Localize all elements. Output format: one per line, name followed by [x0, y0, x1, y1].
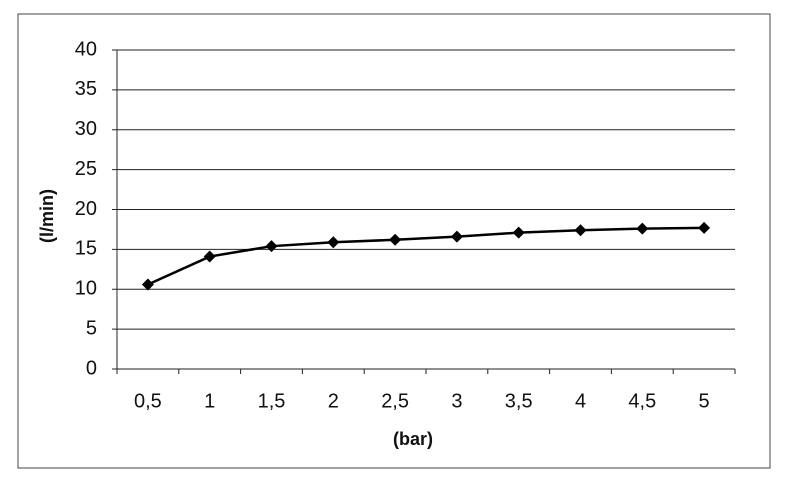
data-marker — [698, 221, 711, 234]
x-tick-label: 0,5 — [134, 390, 162, 412]
data-marker — [574, 224, 587, 237]
data-marker — [512, 226, 525, 239]
x-tick-label: 4 — [575, 390, 586, 412]
data-marker — [636, 222, 649, 235]
y-tick-label: 0 — [86, 357, 97, 379]
y-tick-label: 10 — [75, 278, 97, 300]
x-tick-label: 4,5 — [628, 390, 656, 412]
x-tick-label: 1 — [204, 390, 215, 412]
y-tick-label: 5 — [86, 317, 97, 339]
data-marker — [203, 250, 216, 263]
data-line — [147, 226, 705, 286]
x-tick-label: 1,5 — [258, 390, 286, 412]
x-tick-label: 2,5 — [381, 390, 409, 412]
y-tick-label: 35 — [75, 78, 97, 100]
x-axis-title: (bar) — [393, 429, 433, 449]
data-marker — [141, 278, 154, 291]
y-tick-label: 20 — [75, 198, 97, 220]
data-marker — [265, 240, 278, 253]
y-tick-label: 15 — [75, 238, 97, 260]
x-tick-label: 3,5 — [505, 390, 533, 412]
y-tick-label: 25 — [75, 158, 97, 180]
x-tick-label: 5 — [699, 390, 710, 412]
data-marker — [327, 236, 340, 249]
x-tick-label: 3 — [451, 390, 462, 412]
y-tick-label: 40 — [75, 38, 97, 60]
y-axis-title: (l/min) — [37, 189, 57, 243]
y-tick-label: 30 — [75, 118, 97, 140]
data-marker — [389, 233, 402, 246]
data-marker — [450, 230, 463, 243]
x-tick-label: 2 — [328, 390, 339, 412]
